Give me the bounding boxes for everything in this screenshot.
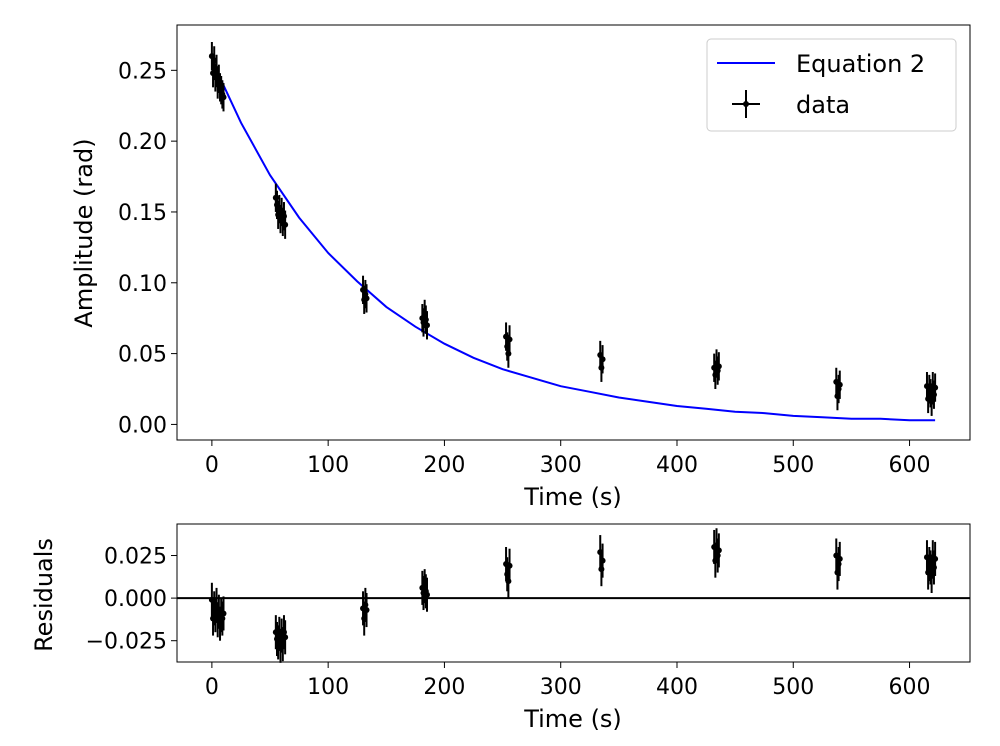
data-point (836, 555, 843, 562)
data-point (282, 634, 289, 641)
y-tick-label: −0.025 (86, 630, 167, 655)
y-tick-label: 0.15 (118, 201, 167, 226)
residuals-plot-area (177, 528, 970, 663)
data-point (836, 381, 843, 388)
legend: Equation 2 data (706, 38, 957, 132)
x-tick-label: 300 (540, 453, 582, 478)
x-tick-label: 600 (889, 453, 931, 478)
x-tick-label: 600 (889, 675, 931, 700)
residuals-x-ticks: 0 100 200 300 400 500 600 (205, 662, 931, 700)
data-point (599, 557, 606, 564)
data-point (220, 610, 227, 617)
x-tick-label: 0 (205, 675, 219, 700)
y-tick-label: 0.20 (118, 130, 167, 155)
y-tick-label: 0.25 (118, 59, 167, 84)
data-point (423, 322, 430, 329)
y-tick-label: 0.000 (104, 587, 167, 612)
fit-curve (210, 59, 936, 422)
data-point (932, 555, 939, 562)
x-tick-label: 500 (772, 453, 814, 478)
residuals-y-axis-label: Residuals (30, 538, 58, 652)
main-plot-area (208, 41, 939, 422)
data-point (932, 384, 939, 391)
main-plot-frame (176, 24, 971, 441)
data-point (282, 221, 289, 228)
y-tick-label: 0.00 (118, 413, 167, 438)
x-tick-label: 500 (772, 675, 814, 700)
data-point (363, 295, 370, 302)
data-point (506, 336, 513, 343)
y-tick-label: 0.025 (104, 545, 167, 570)
x-tick-label: 400 (656, 675, 698, 700)
legend-label-equation: Equation 2 (796, 50, 925, 78)
data-point (715, 363, 722, 370)
x-tick-label: 400 (656, 453, 698, 478)
data-point (715, 547, 722, 554)
data-point (506, 562, 513, 569)
residuals-plot-frame (176, 523, 971, 663)
legend-label-data: data (796, 91, 850, 119)
data-point (363, 607, 370, 614)
main-x-axis-label: Time (s) (523, 483, 622, 511)
main-y-ticks: 0.00 0.05 0.10 0.15 0.20 0.25 (118, 59, 177, 438)
x-tick-label: 200 (423, 675, 465, 700)
residuals-y-ticks: −0.025 0.000 0.025 (86, 545, 177, 655)
x-tick-label: 100 (307, 675, 349, 700)
residuals-x-axis-label: Time (s) (523, 705, 622, 733)
legend-errorbar-swatch (732, 90, 760, 118)
main-y-axis-label: Amplitude (rad) (70, 138, 98, 327)
x-tick-label: 100 (307, 453, 349, 478)
data-point (220, 94, 227, 101)
y-tick-label: 0.05 (118, 343, 167, 368)
main-x-ticks: 0 100 200 300 400 500 600 (205, 440, 931, 478)
x-tick-label: 0 (205, 453, 219, 478)
residuals-chart-panel: 0 100 200 300 400 500 600 −0.025 0.000 0.025 Tim… (30, 523, 971, 733)
x-tick-label: 200 (423, 453, 465, 478)
data-point (423, 591, 430, 598)
main-chart-panel: 0 100 200 300 400 500 600 0.00 0.05 0.10 0.15 0.20… (70, 24, 971, 511)
data-point (599, 356, 606, 363)
y-tick-label: 0.10 (118, 272, 167, 297)
x-tick-label: 300 (540, 675, 582, 700)
